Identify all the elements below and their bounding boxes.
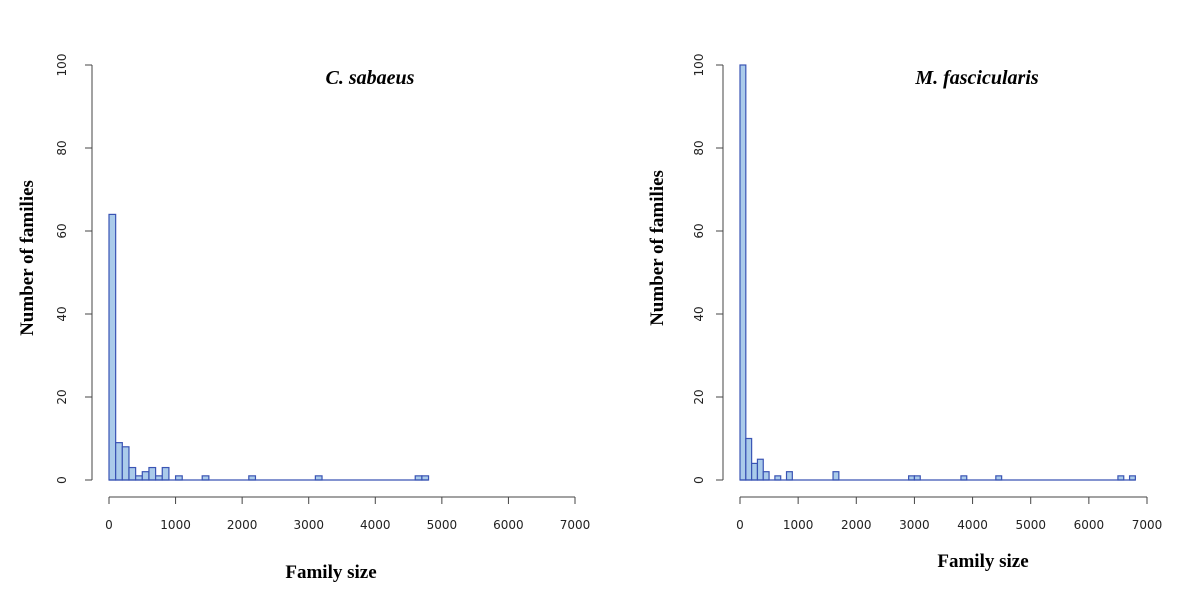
x-axis-title: Family size bbox=[937, 551, 1028, 572]
x-tick-label: 4000 bbox=[360, 518, 391, 532]
y-tick-label: 0 bbox=[692, 476, 706, 484]
x-tick-label: 6000 bbox=[493, 518, 524, 532]
x-tick-label: 1000 bbox=[783, 518, 814, 532]
x-tick-label: 7000 bbox=[1132, 518, 1163, 532]
y-tick-label: 80 bbox=[55, 140, 69, 155]
x-axis: 0 1000 2000 3000 4000 5000 6000 7000 bbox=[736, 496, 1163, 532]
histogram-bar bbox=[155, 475, 163, 481]
histogram-panel-c-sabaeus: C. sabaeus Family size Number of familie… bbox=[17, 54, 590, 583]
panel-title: C. sabaeus bbox=[326, 67, 415, 89]
y-tick-label: 20 bbox=[692, 389, 706, 404]
histogram-bar bbox=[414, 475, 423, 481]
y-tick-label: 0 bbox=[55, 476, 69, 484]
histogram-bar bbox=[739, 64, 747, 481]
histogram-bar bbox=[128, 466, 137, 481]
bars-group bbox=[739, 64, 1136, 481]
histogram-bar bbox=[774, 475, 782, 481]
histogram-bar bbox=[832, 471, 840, 481]
histogram-bar bbox=[913, 475, 921, 481]
y-tick-label: 40 bbox=[55, 306, 69, 321]
y-tick-label: 60 bbox=[55, 223, 69, 238]
panel-title: M. fascicularis bbox=[914, 67, 1039, 89]
histogram-bar bbox=[762, 471, 770, 481]
x-tick-label: 1000 bbox=[160, 518, 191, 532]
x-tick-label: 0 bbox=[736, 518, 744, 532]
histogram-bar bbox=[174, 475, 183, 481]
x-axis: 0 1000 2000 3000 4000 5000 6000 7000 bbox=[105, 496, 591, 532]
x-tick-label: 3000 bbox=[293, 518, 324, 532]
x-axis-title: Family size bbox=[285, 562, 376, 583]
x-tick-label: 5000 bbox=[1015, 518, 1046, 532]
y-tick-label: 100 bbox=[692, 54, 706, 77]
histogram-bar bbox=[785, 471, 793, 481]
y-tick-label: 60 bbox=[692, 223, 706, 238]
x-tick-label: 4000 bbox=[957, 518, 988, 532]
histogram-bar bbox=[314, 475, 323, 481]
histogram-bar bbox=[1117, 475, 1125, 481]
y-axis: 0 20 40 60 80 100 bbox=[55, 54, 93, 484]
x-tick-label: 0 bbox=[105, 518, 113, 532]
histogram-bar bbox=[248, 475, 257, 481]
histogram-bar bbox=[135, 475, 143, 481]
y-axis-title: Number of families bbox=[17, 180, 38, 336]
histogram-bar bbox=[421, 475, 430, 481]
y-tick-label: 20 bbox=[55, 389, 69, 404]
y-axis-title: Number of families bbox=[647, 170, 668, 326]
x-tick-label: 3000 bbox=[899, 518, 930, 532]
histogram-bar bbox=[161, 466, 170, 481]
histogram-bar bbox=[121, 446, 130, 481]
y-tick-label: 80 bbox=[692, 140, 706, 155]
histogram-bar bbox=[751, 462, 759, 481]
y-tick-label: 100 bbox=[55, 54, 69, 77]
y-axis: 0 20 40 60 80 100 bbox=[692, 54, 724, 484]
histogram-bar bbox=[141, 471, 150, 481]
histogram-bar bbox=[995, 475, 1003, 481]
histogram-panel-m-fascicularis: M. fascicularis Family size Number of fa… bbox=[647, 54, 1162, 572]
histogram-bar bbox=[745, 437, 753, 481]
histogram-bar bbox=[108, 213, 117, 481]
bars-group bbox=[108, 213, 430, 481]
x-tick-label: 6000 bbox=[1074, 518, 1105, 532]
histogram-bar bbox=[960, 475, 968, 481]
histogram-bar bbox=[756, 458, 764, 481]
x-tick-label: 7000 bbox=[560, 518, 591, 532]
y-tick-label: 40 bbox=[692, 306, 706, 321]
x-tick-label: 2000 bbox=[227, 518, 258, 532]
histogram-bar bbox=[201, 475, 210, 481]
histogram-bar bbox=[908, 475, 916, 481]
x-tick-label: 5000 bbox=[427, 518, 458, 532]
x-tick-label: 2000 bbox=[841, 518, 872, 532]
histogram-bar bbox=[148, 466, 157, 481]
histogram-bar bbox=[1128, 475, 1136, 481]
histogram-bar bbox=[115, 442, 123, 481]
